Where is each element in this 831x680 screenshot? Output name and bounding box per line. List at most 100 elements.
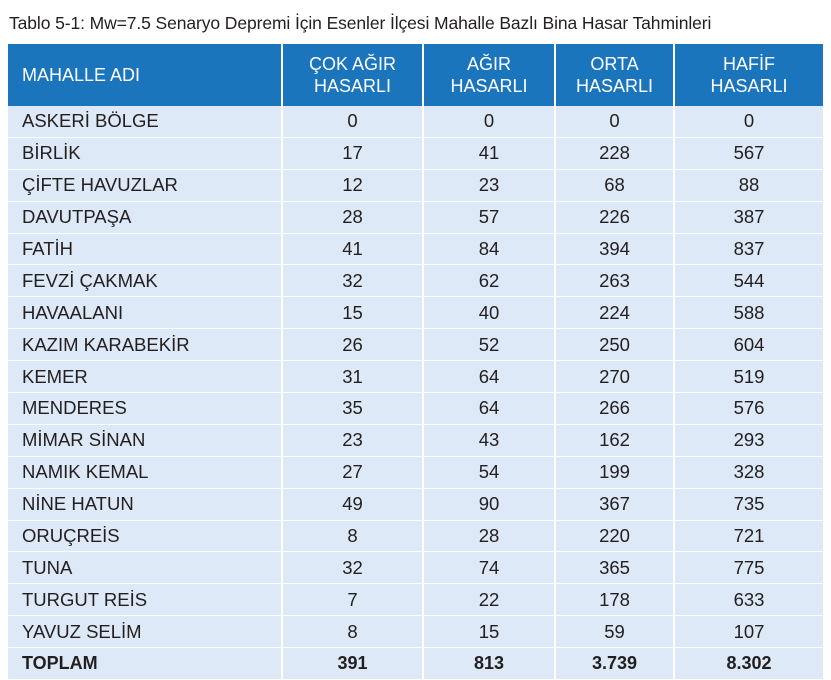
cell-neighborhood: KAZIM KARABEKİR [8, 329, 283, 362]
cell-neighborhood: ASKERİ BÖLGE [8, 106, 283, 138]
cell-very-heavy: 26 [283, 329, 424, 362]
cell-very-heavy: 15 [283, 297, 424, 330]
header-label-line2: HASARLI [575, 76, 654, 96]
cell-neighborhood: MİMAR SİNAN [8, 424, 283, 457]
cell-very-heavy: 41 [283, 233, 424, 266]
cell-neighborhood: TUNA [8, 552, 283, 585]
cell-very-heavy: 27 [283, 456, 424, 489]
cell-moderate: 250 [556, 329, 675, 362]
cell-very-heavy: 32 [283, 552, 424, 585]
cell-heavy: 74 [424, 552, 556, 585]
cell-neighborhood: NİNE HATUN [8, 488, 283, 521]
table-row: ÇİFTE HAVUZLAR 12 23 68 88 [8, 169, 823, 202]
cell-very-heavy: 12 [283, 169, 424, 202]
total-value: 8.302 [675, 648, 823, 680]
cell-moderate: 266 [556, 393, 675, 425]
cell-moderate: 226 [556, 201, 675, 234]
cell-light: 88 [675, 169, 823, 202]
cell-heavy: 84 [424, 233, 556, 266]
table-row: ORUÇREİS 8 28 220 721 [8, 520, 823, 553]
cell-light: 519 [675, 361, 823, 394]
cell-very-heavy: 8 [283, 616, 424, 649]
cell-heavy: 22 [424, 584, 556, 617]
cell-moderate: 178 [556, 584, 675, 617]
header-row: MAHALLE ADI ÇOK AĞIR HASARLI AĞIR HASARL… [8, 44, 823, 106]
cell-very-heavy: 35 [283, 393, 424, 425]
cell-moderate: 199 [556, 456, 675, 489]
cell-moderate: 68 [556, 169, 675, 202]
cell-neighborhood: KEMER [8, 361, 283, 394]
header-label-line1: ORTA [590, 54, 639, 74]
table-row: FATİH 41 84 394 837 [8, 233, 823, 266]
cell-neighborhood: FATİH [8, 233, 283, 266]
table-row: NAMIK KEMAL 27 54 199 328 [8, 456, 823, 489]
cell-light: 567 [675, 137, 823, 170]
cell-light: 735 [675, 488, 823, 521]
table-row: NİNE HATUN 49 90 367 735 [8, 488, 823, 521]
total-label: TOPLAM [8, 648, 283, 680]
total-row: TOPLAM 391 813 3.739 8.302 [8, 648, 823, 680]
cell-very-heavy: 31 [283, 361, 424, 394]
cell-neighborhood: DAVUTPAŞA [8, 201, 283, 234]
cell-neighborhood: HAVAALANI [8, 297, 283, 330]
cell-very-heavy: 7 [283, 584, 424, 617]
header-label-line1: ÇOK AĞIR [308, 54, 397, 74]
cell-heavy: 28 [424, 520, 556, 553]
table-row: DAVUTPAŞA 28 57 226 387 [8, 201, 823, 234]
header-neighborhood: MAHALLE ADI [8, 44, 283, 106]
cell-heavy: 15 [424, 616, 556, 649]
table-row: KEMER 31 64 270 519 [8, 361, 823, 394]
table-body: ASKERİ BÖLGE 0 0 0 0 BİRLİK 17 41 228 567 ÇİFTE HA… [8, 106, 823, 680]
damage-estimate-table: MAHALLE ADI ÇOK AĞIR HASARLI AĞIR HASARL… [8, 44, 823, 680]
cell-moderate: 228 [556, 137, 675, 170]
cell-very-heavy: 23 [283, 424, 424, 457]
cell-light: 775 [675, 552, 823, 585]
header-light-damage: HAFİF HASARLI [675, 44, 823, 106]
cell-heavy: 62 [424, 265, 556, 298]
table-row: BİRLİK 17 41 228 567 [8, 137, 823, 170]
table-row: TUNA 32 74 365 775 [8, 552, 823, 585]
cell-moderate: 59 [556, 616, 675, 649]
cell-light: 576 [675, 393, 823, 425]
table-row: KAZIM KARABEKİR 26 52 250 604 [8, 329, 823, 362]
cell-very-heavy: 49 [283, 488, 424, 521]
header-label-line2: HASARLI [313, 76, 392, 96]
cell-very-heavy: 28 [283, 201, 424, 234]
cell-heavy: 52 [424, 329, 556, 362]
cell-heavy: 90 [424, 488, 556, 521]
table-row: HAVAALANI 15 40 224 588 [8, 297, 823, 330]
cell-light: 604 [675, 329, 823, 362]
table-caption: Tablo 5-1: Mw=7.5 Senaryo Depremi İçin E… [9, 13, 712, 33]
cell-light: 544 [675, 265, 823, 298]
cell-heavy: 0 [424, 106, 556, 138]
table-row: ASKERİ BÖLGE 0 0 0 0 [8, 106, 823, 138]
cell-moderate: 270 [556, 361, 675, 394]
cell-moderate: 394 [556, 233, 675, 266]
header-label: MAHALLE ADI [22, 65, 141, 85]
cell-heavy: 64 [424, 361, 556, 394]
table-row: MİMAR SİNAN 23 43 162 293 [8, 424, 823, 457]
cell-light: 837 [675, 233, 823, 266]
cell-very-heavy: 17 [283, 137, 424, 170]
table-row: MENDERES 35 64 266 576 [8, 393, 823, 425]
header-heavy-damage: AĞIR HASARLI [424, 44, 556, 106]
cell-heavy: 54 [424, 456, 556, 489]
cell-light: 0 [675, 106, 823, 138]
cell-neighborhood: NAMIK KEMAL [8, 456, 283, 489]
cell-light: 387 [675, 201, 823, 234]
cell-light: 107 [675, 616, 823, 649]
cell-neighborhood: ÇİFTE HAVUZLAR [8, 169, 283, 202]
table-row: YAVUZ SELİM 8 15 59 107 [8, 616, 823, 649]
total-value: 3.739 [556, 648, 675, 680]
cell-neighborhood: BİRLİK [8, 137, 283, 170]
header-label-line2: HASARLI [450, 76, 528, 96]
cell-heavy: 64 [424, 393, 556, 425]
cell-heavy: 43 [424, 424, 556, 457]
cell-moderate: 224 [556, 297, 675, 330]
cell-neighborhood: YAVUZ SELİM [8, 616, 283, 649]
cell-moderate: 162 [556, 424, 675, 457]
total-value: 813 [424, 648, 556, 680]
cell-neighborhood: TURGUT REİS [8, 584, 283, 617]
cell-moderate: 220 [556, 520, 675, 553]
header-label-line1: AĞIR [466, 54, 511, 74]
